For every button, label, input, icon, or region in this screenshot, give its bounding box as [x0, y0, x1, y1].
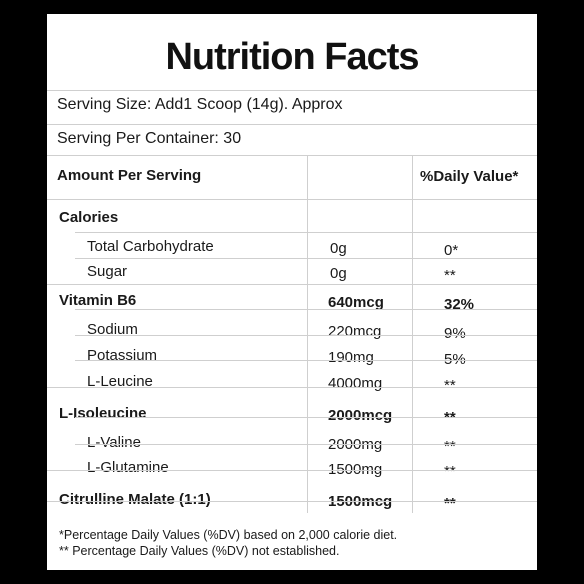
- nutrient-name: Sugar: [87, 263, 128, 280]
- nutrient-amount: 220mcg: [328, 323, 382, 340]
- nutrient-amount: 4000mg: [328, 375, 383, 392]
- footnote: ** Percentage Daily Values (%DV) not est…: [59, 544, 340, 558]
- nutrient-daily-value: **: [444, 438, 456, 455]
- nutrient-name: Vitamin B6: [59, 292, 137, 309]
- nutrient-amount: 2000mcg: [328, 407, 393, 424]
- amount-per-serving-header: Amount Per Serving: [57, 167, 202, 184]
- nutrient-daily-value: **: [444, 377, 456, 394]
- row-divider: [47, 501, 537, 502]
- nutrient-daily-value: 5%: [444, 351, 466, 368]
- nutrient-name: Citrulline Malate (1:1): [59, 491, 211, 508]
- nutrient-name: L-Leucine: [87, 373, 153, 390]
- nutrient-name: Sodium: [87, 321, 138, 338]
- row-divider: [75, 309, 537, 310]
- column-divider: [412, 155, 413, 513]
- nutrient-name: Potassium: [87, 347, 158, 364]
- nutrient-amount: 640mcg: [328, 294, 384, 311]
- row-divider: [47, 387, 537, 388]
- row-divider: [47, 284, 537, 285]
- nutrient-name: L-Valine: [87, 434, 141, 451]
- divider: [47, 90, 537, 91]
- nutrition-facts-panel: Nutrition Facts Serving Size: Add1 Scoop…: [47, 14, 537, 570]
- footnote: *Percentage Daily Values (%DV) based on …: [59, 528, 398, 542]
- divider: [47, 155, 537, 156]
- column-divider: [307, 155, 308, 513]
- row-divider: [47, 470, 537, 471]
- nutrient-daily-value: **: [444, 267, 456, 284]
- nutrient-amount: 0g: [330, 265, 347, 282]
- nutrient-daily-value: 32%: [444, 296, 475, 313]
- nutrient-daily-value: 9%: [444, 325, 466, 342]
- nutrient-name: Calories: [59, 209, 119, 226]
- nutrient-name: Total Carbohydrate: [87, 238, 214, 255]
- row-divider: [75, 258, 537, 259]
- row-divider: [75, 360, 537, 361]
- row-divider: [75, 232, 537, 233]
- nutrient-amount: 0g: [330, 240, 347, 257]
- divider: [47, 199, 537, 200]
- divider: [47, 124, 537, 125]
- nutrient-daily-value: 0*: [444, 242, 459, 259]
- row-divider: [75, 444, 537, 445]
- serving-size: Serving Size: Add1 Scoop (14g). Approx: [57, 96, 343, 113]
- nutrient-daily-value: **: [444, 495, 456, 512]
- nutrient-amount: 190mg: [328, 349, 374, 366]
- serving-per-container: Serving Per Container: 30: [57, 130, 242, 147]
- nutrient-daily-value: **: [444, 463, 456, 480]
- row-divider: [75, 417, 537, 418]
- daily-value-header: %Daily Value*: [420, 168, 519, 185]
- nutrient-amount: 1500mg: [328, 461, 383, 478]
- nutrient-name: L-Glutamine: [87, 459, 169, 476]
- nutrient-name: L-Isoleucine: [59, 405, 147, 422]
- page-title: Nutrition Facts: [165, 36, 419, 78]
- row-divider: [75, 335, 537, 336]
